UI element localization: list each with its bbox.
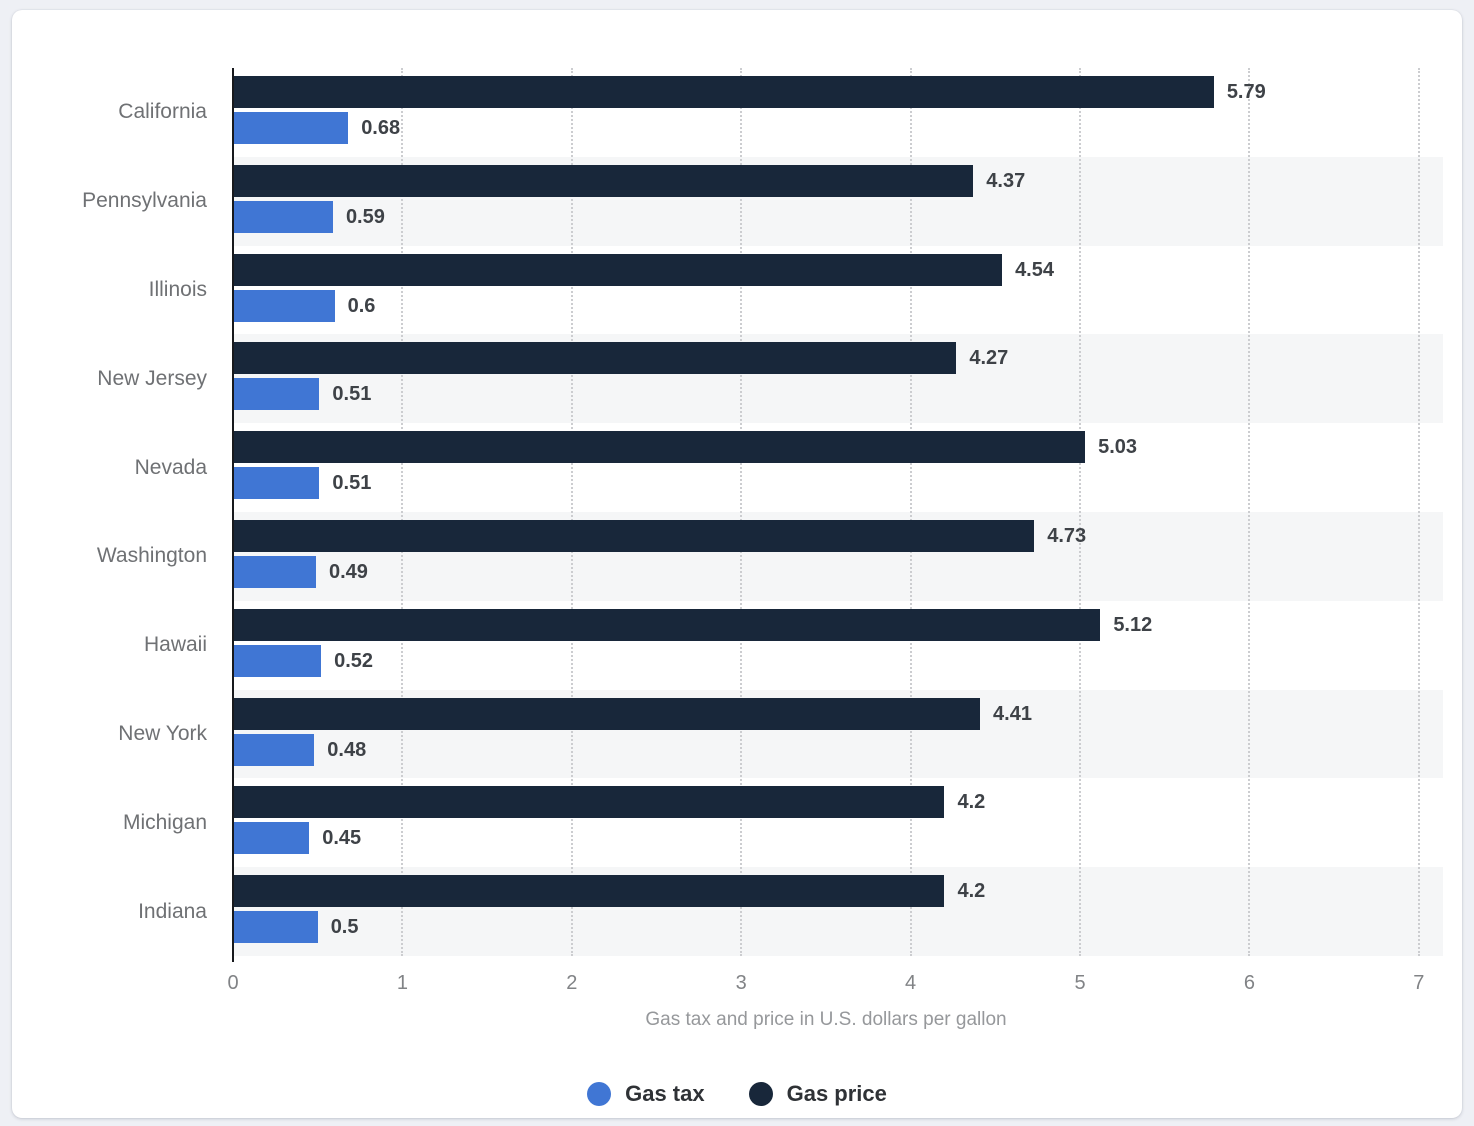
gas-tax-value: 0.52 — [334, 649, 374, 672]
x-tick-label: 5 — [1074, 972, 1086, 994]
gas-tax-swatch-icon — [587, 1082, 612, 1106]
x-tick-label: 4 — [905, 972, 917, 994]
legend: Gas tax Gas price — [12, 1080, 1462, 1108]
legend-item-gas-tax[interactable]: Gas tax — [587, 1081, 705, 1107]
gridline — [1417, 68, 1420, 956]
legend-label-gas-tax: Gas tax — [625, 1081, 705, 1106]
gridline — [570, 68, 573, 956]
gas-tax-bar[interactable] — [233, 467, 320, 500]
legend-label-gas-price: Gas price — [786, 1081, 887, 1106]
gridline — [1079, 68, 1081, 956]
gas-price-bar[interactable] — [233, 875, 945, 908]
gas-tax-bar[interactable] — [233, 289, 335, 322]
gridline — [740, 68, 743, 956]
gas-tax-value: 0.5 — [330, 916, 359, 939]
gas-tax-bar[interactable] — [233, 644, 322, 677]
gas-tax-value: 0.45 — [322, 827, 362, 850]
gas-price-swatch-icon — [748, 1082, 773, 1106]
gas-tax-value: 0.48 — [327, 738, 367, 761]
gas-price-value: 4.41 — [993, 702, 1032, 725]
gas-tax-bar[interactable] — [233, 733, 315, 766]
gas-price-value: 4.37 — [986, 169, 1026, 192]
gas-price-bar[interactable] — [233, 342, 957, 375]
category-label: Michigan — [122, 810, 207, 834]
x-tick-label: 7 — [1413, 972, 1425, 994]
gas-price-value: 4.2 — [957, 791, 986, 814]
gas-tax-value: 0.68 — [361, 117, 401, 139]
gas-tax-value: 0.51 — [332, 472, 372, 495]
gas-tax-bar[interactable] — [233, 112, 349, 144]
legend-item-gas-price[interactable]: Gas price — [748, 1081, 887, 1107]
x-tick-label: 6 — [1243, 972, 1255, 994]
x-axis-title: Gas tax and price in U.S. dollars per ga… — [645, 1009, 1007, 1030]
plot-area: 5.79 0.68 4.37 0.59 4.54 0.6 4.27 0.51 5.03 0.51 4… — [232, 68, 1443, 962]
gridline — [909, 68, 912, 956]
gas-tax-value: 0.51 — [332, 383, 372, 406]
gas-price-value: 5.79 — [1226, 81, 1266, 103]
gas-tax-bar[interactable] — [233, 200, 333, 233]
x-tick-label: 3 — [735, 972, 747, 994]
gas-price-bar[interactable] — [233, 697, 981, 730]
gas-tax-bar[interactable] — [233, 378, 320, 411]
category-label: New York — [118, 721, 207, 745]
gas-price-value: 4.73 — [1047, 525, 1087, 547]
gas-price-value: 5.03 — [1098, 436, 1138, 459]
gridline — [1248, 68, 1251, 956]
gas-price-bar[interactable] — [233, 608, 1101, 641]
gas-price-value: 5.12 — [1113, 613, 1153, 636]
gas-price-value: 4.2 — [957, 880, 986, 903]
gas-tax-value: 0.49 — [329, 561, 368, 583]
gas-price-value: 4.27 — [969, 347, 1009, 370]
x-tick-label: 0 — [227, 972, 239, 994]
category-label: Washington — [96, 544, 207, 568]
gas-tax-bar[interactable] — [233, 822, 310, 855]
gas-tax-bar[interactable] — [233, 911, 318, 944]
x-tick-label: 2 — [566, 972, 578, 994]
x-tick-label: 1 — [396, 972, 408, 994]
gas-price-bar[interactable] — [233, 76, 1214, 108]
gas-price-bar[interactable] — [233, 431, 1086, 464]
chart-card: California Pennsylvania Illinois New Jersey… — [12, 10, 1462, 1118]
gas-tax-bar[interactable] — [233, 556, 316, 588]
gas-tax-value: 0.6 — [347, 294, 376, 317]
category-label: Illinois — [148, 277, 207, 301]
category-label: Pennsylvania — [82, 189, 207, 213]
category-label: Hawaii — [143, 633, 207, 657]
gas-tax-value: 0.59 — [345, 205, 385, 228]
category-label: New Jersey — [97, 366, 207, 390]
gas-price-bar[interactable] — [233, 786, 945, 819]
y-axis-line — [232, 68, 234, 962]
gas-price-value: 4.54 — [1015, 258, 1054, 281]
gas-price-bar[interactable] — [233, 253, 1003, 286]
gridline — [401, 68, 404, 956]
category-label: Nevada — [134, 455, 207, 479]
category-label: Indiana — [138, 899, 207, 923]
category-label: California — [118, 100, 207, 124]
gas-price-bar[interactable] — [233, 520, 1035, 552]
gas-price-bar[interactable] — [233, 164, 974, 197]
